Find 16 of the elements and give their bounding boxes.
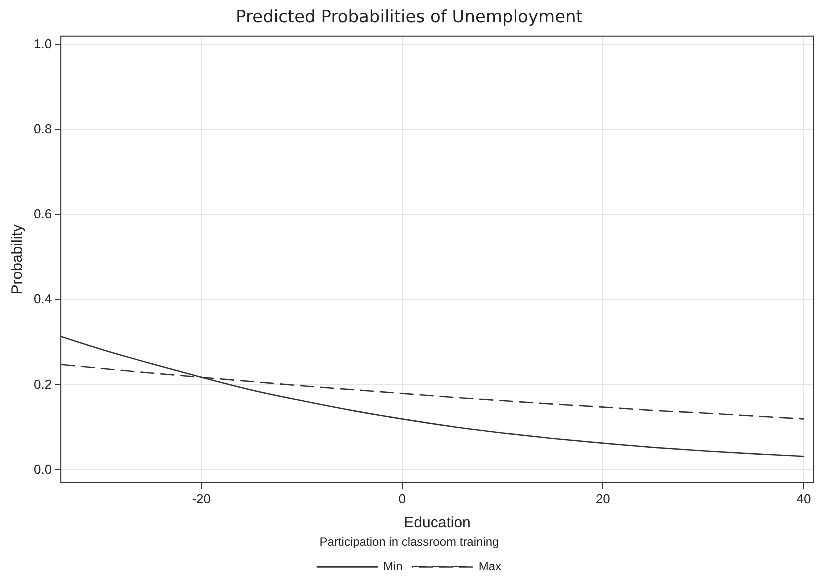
x-tick-label: 20	[596, 491, 610, 506]
y-tick-label: 0.2	[34, 376, 52, 392]
y-tick-label: 0.8	[34, 122, 52, 137]
legend-title: Participation in classroom training	[320, 534, 500, 549]
x-axis-title: Education	[404, 514, 471, 532]
y-tick-label: 0.6	[34, 206, 52, 222]
chart-title: Predicted Probabilities of Unemployment	[236, 8, 584, 28]
legend-label: Max	[478, 559, 502, 574]
x-tick-label: 0	[398, 491, 406, 506]
x-tick-label: -20	[192, 491, 212, 506]
y-axis-title: Probability	[9, 224, 26, 295]
y-tick-label: 0.4	[34, 292, 52, 307]
y-tick-label: 1.0	[34, 36, 52, 52]
legend-label: Min	[383, 559, 403, 574]
y-tick-label: 0.0	[34, 462, 52, 477]
x-tick-label: 40	[796, 491, 812, 506]
